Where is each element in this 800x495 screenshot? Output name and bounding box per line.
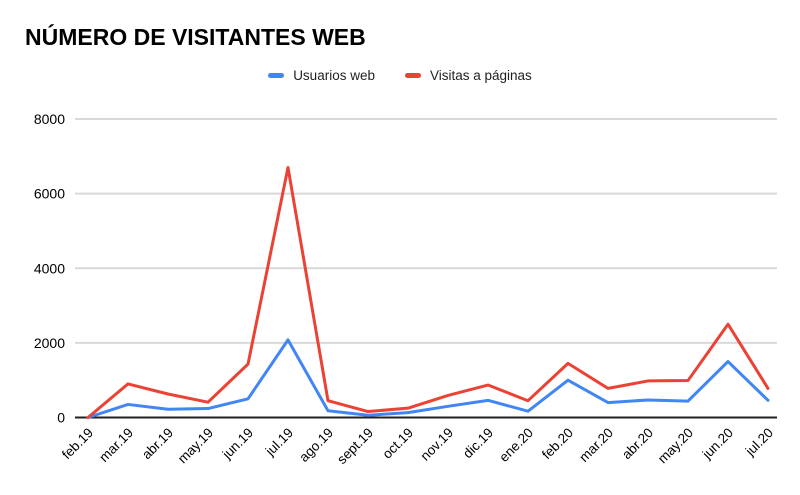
x-tick-label-may-19: may.19 <box>175 425 216 466</box>
y-tick-label-4000: 4000 <box>34 260 65 276</box>
series-line-visitas-a-p-ginas <box>86 166 770 419</box>
x-tick-label-mar-20: mar.20 <box>576 425 616 465</box>
x-tick-label-mar-19: mar.19 <box>96 425 136 465</box>
y-tick-label-6000: 6000 <box>34 186 65 202</box>
x-tick-label-sept-19: sept.19 <box>334 425 376 467</box>
x-tick-label-abr-19: abr.19 <box>139 425 176 462</box>
chart-title: NÚMERO DE VISITANTES WEB <box>25 24 366 50</box>
y-tick-label-0: 0 <box>57 410 65 426</box>
x-tick-label-dic-19: dic.19 <box>460 425 496 461</box>
y-tick-label-2000: 2000 <box>34 335 65 351</box>
x-tick-label-feb-19: feb.19 <box>59 425 96 462</box>
chart-legend: Usuarios web Visitas a páginas <box>0 68 800 83</box>
legend-label-usuarios-web: Usuarios web <box>293 68 375 83</box>
y-axis-tick-labels: 0 2000 4000 6000 8000 <box>34 111 65 426</box>
x-tick-label-ago-19: ago.19 <box>296 425 336 465</box>
x-tick-label-may-20: may.20 <box>655 425 696 466</box>
x-tick-label-jul-20: jul.20 <box>742 425 776 459</box>
series-line-usuarios-web <box>86 338 770 419</box>
x-tick-label-oct-19: oct.19 <box>380 425 417 462</box>
x-tick-label-jun-20: jun.20 <box>699 425 736 462</box>
legend-swatch-visitas-paginas <box>404 73 421 78</box>
x-tick-label-jul-19: jul.19 <box>262 425 296 459</box>
gridlines <box>75 118 777 419</box>
y-tick-label-8000: 8000 <box>34 111 65 127</box>
legend-item-usuarios-web: Usuarios web <box>268 68 375 83</box>
legend-swatch-usuarios-web <box>268 73 285 78</box>
legend-label-visitas-paginas: Visitas a páginas <box>429 68 532 83</box>
x-tick-label-jun-19: jun.19 <box>219 425 256 462</box>
series-lines <box>86 166 770 419</box>
x-tick-label-abr-20: abr.20 <box>619 425 656 462</box>
x-tick-label-nov-19: nov.19 <box>418 425 457 464</box>
legend-item-visitas-paginas: Visitas a páginas <box>404 68 532 83</box>
x-tick-label-ene-20: ene.20 <box>496 425 536 465</box>
x-tick-label-feb-20: feb.20 <box>539 425 576 462</box>
